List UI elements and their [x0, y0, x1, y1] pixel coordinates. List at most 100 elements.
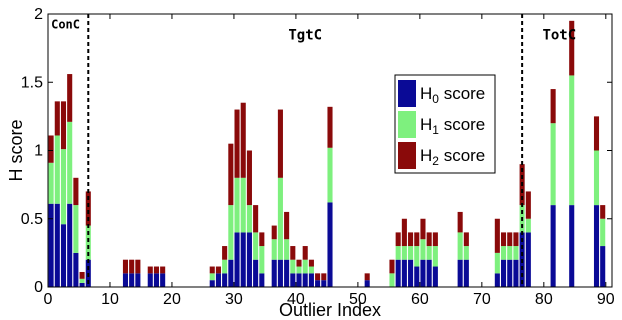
bar-segment-h1: [271, 239, 277, 260]
bars-layer: [48, 20, 606, 287]
bar-segment-h2: [408, 232, 414, 247]
bar-segment-h2: [135, 259, 141, 274]
bar-segment-h0: [420, 259, 426, 287]
legend: H0 score H1 score H2 score: [394, 74, 496, 174]
bar-segment-h2: [308, 259, 314, 267]
bar-segment-h1: [302, 259, 308, 274]
x-tick-label: 50: [349, 291, 367, 308]
bar-segment-h0: [209, 280, 215, 287]
bar-segment-h1: [327, 147, 333, 203]
x-tick-label: 90: [597, 291, 615, 308]
bar-segment-h2: [414, 232, 420, 247]
y-axis-title: H score: [6, 119, 26, 181]
bar-segment-h2: [420, 218, 426, 240]
bar-segment-h1: [234, 177, 240, 233]
bar-segment-h2: [401, 218, 407, 247]
bar-segment-h2: [246, 150, 252, 206]
bar-segment-h2: [253, 205, 259, 233]
bar-segment-h1: [222, 259, 228, 274]
bar-segment-h1: [79, 278, 85, 283]
x-tick-label: 60: [411, 291, 429, 308]
bar-segment-h1: [550, 123, 556, 206]
bar-segment-h2: [426, 232, 432, 247]
bar-segment-h2: [54, 101, 60, 136]
bar-segment-h1: [500, 246, 507, 260]
x-tick-label: 30: [225, 291, 243, 308]
bar-segment-h0: [234, 232, 240, 287]
bar-segment-h2: [147, 266, 153, 274]
region-label-conc: ConC: [51, 18, 80, 32]
bar-segment-h2: [569, 20, 575, 76]
bar-segment-h0: [463, 259, 469, 287]
bar-segment-h1: [253, 232, 259, 260]
bar-segment-h1: [507, 246, 513, 260]
bar-segment-h0: [302, 273, 308, 287]
y-tick-label: 0.5: [21, 211, 43, 228]
bar-segment-h0: [494, 273, 500, 287]
bar-segment-h2: [153, 266, 160, 274]
bar-segment-h2: [290, 246, 296, 260]
bar-segment-h2: [395, 232, 401, 247]
bar-segment-h1: [593, 150, 600, 206]
bar-segment-h0: [593, 205, 600, 287]
region-label-totc: TotC: [542, 28, 576, 44]
bar-segment-h1: [259, 246, 265, 274]
bar-segment-h0: [122, 273, 129, 287]
bar-segment-h0: [321, 280, 327, 287]
x-axis: 0 10 20 30 40 50 60 70 80 90: [44, 14, 615, 308]
bar-segment-h0: [507, 259, 513, 287]
bar-segment-h1: [246, 205, 252, 233]
bar-segment-h1: [240, 177, 246, 233]
bar-segment-h2: [284, 211, 290, 240]
bar-segment-h2: [67, 74, 73, 122]
bar-segment-h1: [494, 252, 500, 274]
bar-segment-h2: [234, 109, 240, 178]
bar-segment-h1: [54, 135, 60, 204]
legend-entry: H2 score: [420, 146, 485, 168]
bar-segment-h2: [209, 266, 215, 274]
bar-segment-h0: [228, 259, 234, 287]
bar-segment-h0: [135, 273, 141, 287]
bar-segment-h0: [296, 273, 302, 287]
x-tick-label: 70: [473, 291, 491, 308]
x-tick-label: 80: [535, 291, 553, 308]
legend-entry: H1 score: [420, 115, 485, 137]
bar-segment-h2: [73, 177, 79, 206]
bar-segment-h2: [222, 246, 228, 260]
bar-segment-h0: [432, 266, 438, 287]
bar-segment-h1: [48, 162, 54, 204]
bar-segment-h1: [426, 246, 432, 260]
bar-segment-h0: [48, 203, 54, 287]
bar-segment-h2: [228, 143, 234, 206]
y-tick-label: 1.5: [21, 74, 43, 91]
bar-segment-h0: [79, 282, 85, 287]
bar-segment-h0: [500, 259, 507, 287]
bar-segment-h1: [308, 266, 314, 274]
bar-segment-h2: [122, 259, 129, 274]
bar-segment-h1: [284, 239, 290, 260]
bar-segment-h2: [593, 116, 600, 151]
bar-segment-h2: [48, 135, 54, 163]
bar-segment-h0: [160, 273, 166, 287]
bar-segment-h0: [73, 252, 79, 287]
bar-segment-h1: [457, 232, 463, 260]
bar-segment-h2: [432, 232, 438, 247]
bar-segment-h2: [315, 273, 321, 281]
region-label-tgtc: TgtC: [288, 28, 322, 44]
x-tick-label: 20: [163, 291, 181, 308]
bar-segment-h0: [395, 259, 401, 287]
bar-segment-h2: [327, 106, 333, 148]
bar-segment-h0: [222, 273, 228, 287]
bar-segment-h1: [290, 259, 296, 274]
bar-segment-h1: [463, 246, 469, 260]
bar-segment-h2: [389, 259, 395, 274]
x-tick-label: 10: [101, 291, 119, 308]
bar-segment-h1: [432, 246, 438, 267]
bar-segment-h0: [457, 259, 463, 287]
bar-segment-h2: [302, 246, 308, 260]
bar-segment-h0: [414, 266, 420, 287]
bar-segment-h2: [79, 271, 85, 279]
region-dividers: [87, 14, 524, 287]
bar-segment-h2: [600, 205, 606, 219]
